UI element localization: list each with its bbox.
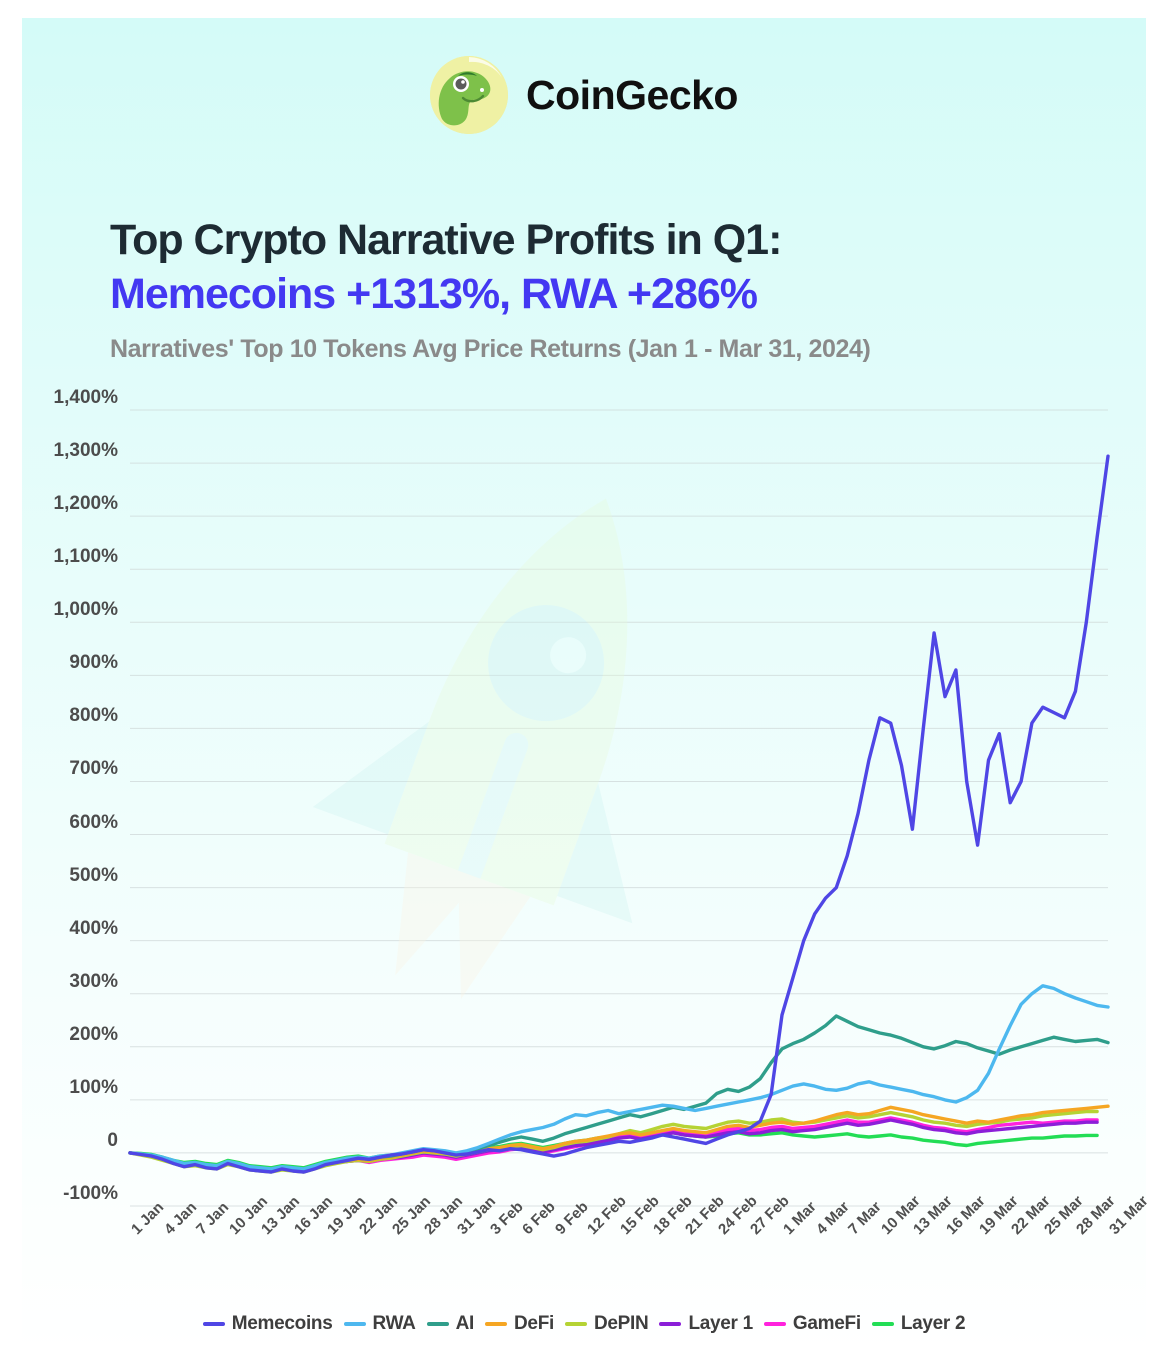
y-axis-label: 1,100% — [53, 546, 118, 568]
y-axis-label: 800% — [69, 705, 118, 727]
y-axis-label: 500% — [69, 864, 118, 886]
legend-label: Layer 2 — [900, 1313, 966, 1334]
legend-item-layer-1[interactable]: Layer 1 — [659, 1313, 753, 1335]
legend-item-ai[interactable]: AI — [426, 1313, 475, 1335]
legend-swatch-icon — [485, 1322, 507, 1326]
chart-legend: Memecoins RWA AI DeFi DePIN Layer 1 GameFi Laye… — [22, 1313, 1146, 1335]
legend-label: DePIN — [593, 1313, 649, 1334]
chart-area: 1,400% 1,300% 1,200% 1,100% 1,000% 900% 800% 70… — [22, 18, 1152, 1353]
legend-swatch-icon — [763, 1322, 786, 1326]
legend-swatch-icon — [564, 1322, 587, 1326]
legend-item-memecoins[interactable]: Memecoins — [202, 1313, 333, 1335]
y-axis-label: 900% — [69, 652, 118, 674]
page-title-line2: Memecoins +1313%, RWA +286% — [110, 270, 758, 319]
page-title-line1: Top Crypto Narrative Profits in Q1: — [110, 216, 782, 264]
legend-swatch-icon — [659, 1322, 682, 1326]
y-axis-label: 0 — [107, 1129, 118, 1151]
gecko-logo-icon — [430, 56, 509, 134]
y-axis-label: 1,000% — [53, 599, 118, 621]
legend-swatch-icon — [426, 1322, 449, 1326]
brand-header: CoinGecko — [22, 56, 1146, 134]
legend-item-rwa[interactable]: RWA — [343, 1313, 416, 1335]
y-axis-label: 200% — [69, 1023, 118, 1045]
legend-item-gamefi[interactable]: GameFi — [763, 1313, 861, 1335]
legend-swatch-icon — [343, 1322, 366, 1326]
legend-label: RWA — [372, 1313, 416, 1334]
legend-label: DeFi — [514, 1313, 554, 1334]
legend-item-defi[interactable]: DeFi — [485, 1313, 554, 1335]
line-chart-svg — [128, 409, 1110, 1207]
legend-label: Memecoins — [231, 1313, 333, 1334]
legend-item-layer-2[interactable]: Layer 2 — [871, 1313, 966, 1335]
y-axis-label: 1,300% — [53, 440, 118, 462]
y-axis-label: 700% — [69, 758, 118, 780]
y-axis-label: 1,200% — [53, 493, 118, 515]
legend-item-depin[interactable]: DePIN — [564, 1313, 649, 1335]
y-axis-label: 100% — [69, 1076, 118, 1098]
y-axis-label: -100% — [63, 1183, 118, 1204]
brand-name: CoinGecko — [526, 71, 738, 118]
y-axis-label: 600% — [69, 811, 118, 833]
title-block: Top Crypto Narrative Profits in Q1: Meme… — [110, 214, 1120, 364]
legend-swatch-icon — [871, 1322, 894, 1326]
legend-label: GameFi — [792, 1313, 861, 1334]
infographic-card: CoinGecko Top Crypto Narrative Profits i… — [22, 18, 1152, 1353]
legend-swatch-icon — [202, 1322, 225, 1326]
legend-label: AI — [455, 1313, 475, 1334]
y-axis-label: 300% — [69, 970, 118, 992]
y-axis-label: 1,400% — [53, 387, 118, 408]
y-axis-label: 400% — [69, 917, 118, 939]
page-subtitle: Narratives' Top 10 Tokens Avg Price Retu… — [110, 334, 871, 363]
legend-label: Layer 1 — [688, 1313, 753, 1334]
